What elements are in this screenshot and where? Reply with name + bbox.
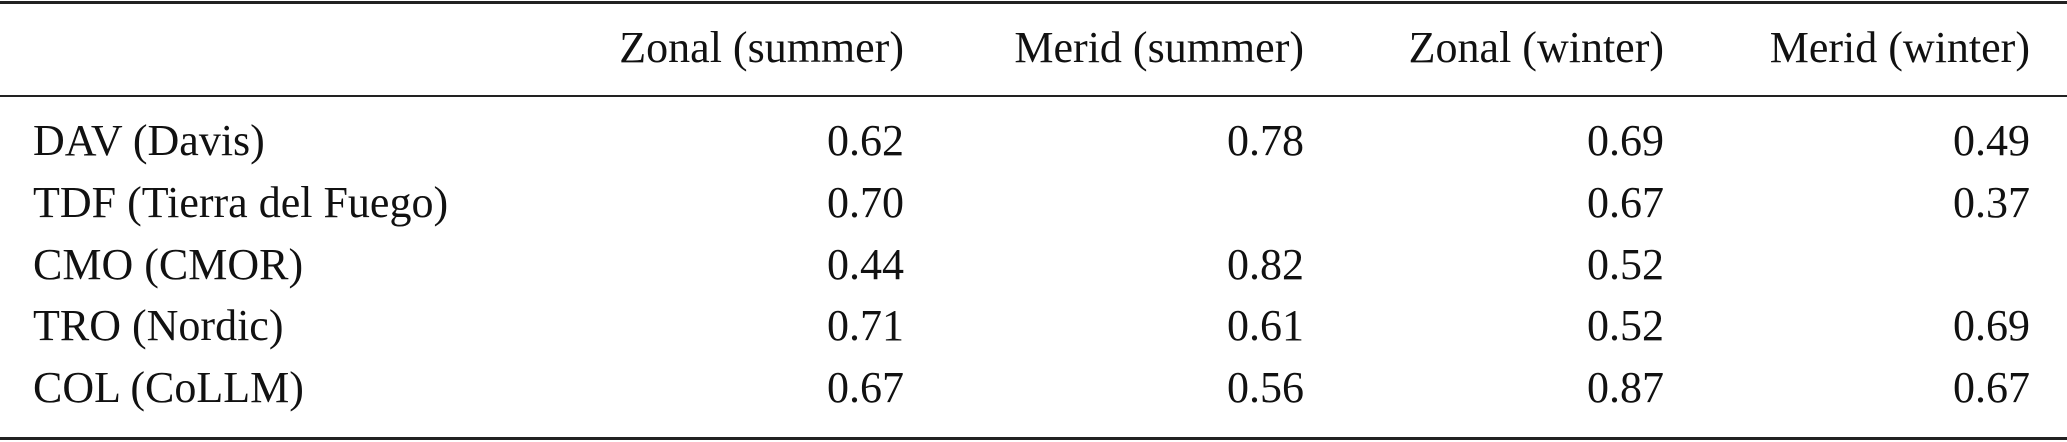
bottom-rule [0,437,2067,440]
cell-value: 0.52 [1587,240,1664,289]
cell-value: 0.67 [1587,178,1664,227]
top-rule [0,1,2067,4]
row-label: TDF (Tierra del Fuego) [33,178,449,227]
cell-value: 0.67 [1953,363,2030,412]
column-header: Zonal (summer) [619,23,904,72]
column-header: Merid (summer) [1014,23,1304,72]
cell-value: 0.56 [1227,363,1304,412]
cell-value: 0.37 [1953,178,2030,227]
column-header: Zonal (winter) [1408,23,1664,72]
column-header: Merid (winter) [1769,23,2030,72]
row-label: CMO (CMOR) [33,240,304,289]
row-label: TRO (Nordic) [33,301,284,350]
cell-value: 0.87 [1587,363,1664,412]
header-rule [0,95,2067,97]
cell-value: 0.69 [1587,116,1664,165]
cell-value: 0.49 [1953,116,2030,165]
cell-value: 0.69 [1953,301,2030,350]
row-label: COL (CoLLM) [33,363,304,412]
cell-value: 0.70 [827,178,904,227]
cell-value: 0.44 [827,240,904,289]
cell-value: 0.82 [1227,240,1304,289]
cell-value: 0.52 [1587,301,1664,350]
row-label: DAV (Davis) [33,116,265,165]
cell-value: 0.62 [827,116,904,165]
cell-value: 0.78 [1227,116,1304,165]
cell-value: 0.71 [827,301,904,350]
cell-value: 0.67 [827,363,904,412]
cell-value: 0.61 [1227,301,1304,350]
